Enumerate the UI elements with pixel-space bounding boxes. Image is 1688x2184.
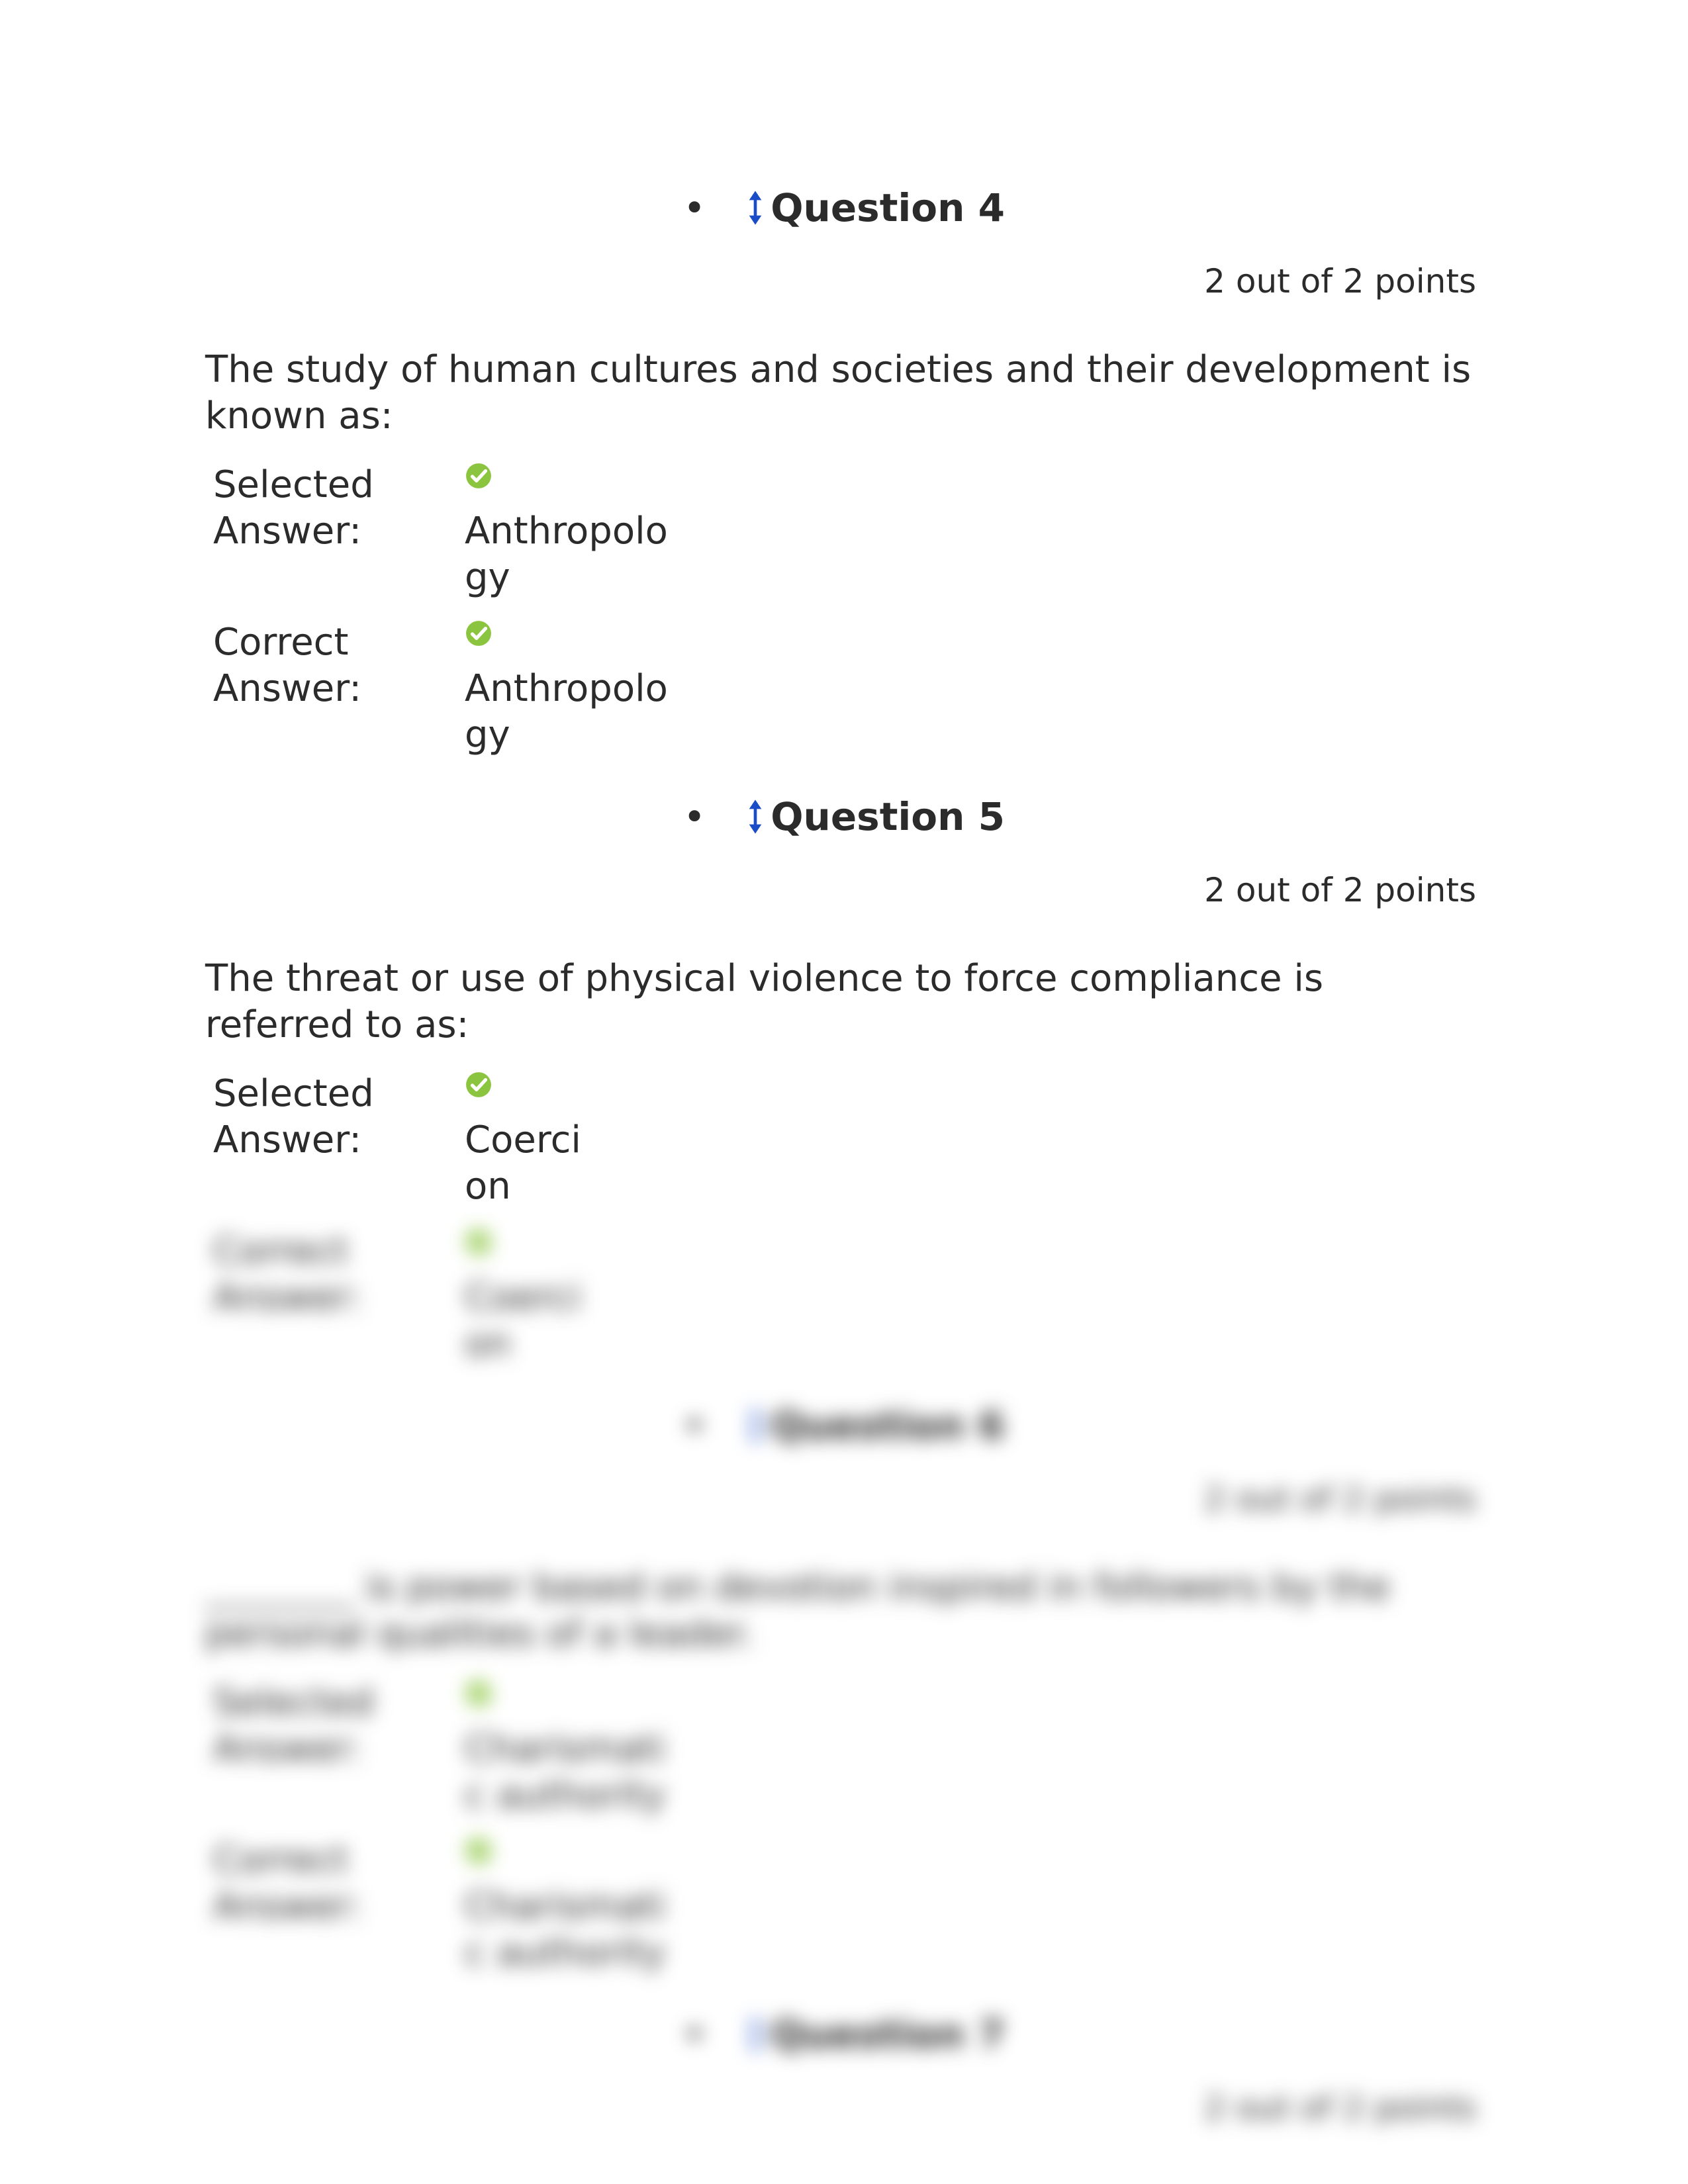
question-header: • Question 7 [205, 2012, 1483, 2057]
question-header: • Question 5 [205, 794, 1483, 839]
check-icon [465, 1228, 492, 1256]
selected-answer-row: Selected Answer: Charismatic authority [213, 1677, 670, 1835]
selected-answer-value: Anthropology [465, 459, 670, 617]
question-prompt: The threat or use of physical violence t… [205, 956, 1483, 1048]
question-title: Question 7 [771, 2012, 1005, 2057]
check-icon [465, 462, 492, 490]
sort-icon [745, 1407, 765, 1444]
check-icon [465, 1680, 492, 1707]
question-header: • Question 6 [205, 1403, 1483, 1448]
answer-text: Coercion [465, 1117, 590, 1210]
selected-answer-value: Charismatic authority [465, 1677, 670, 1835]
selected-answer-label: Selected Answer: [213, 459, 465, 617]
answer-text: Charismatic authority [465, 1726, 670, 1819]
question-prompt: The study of human cultures and societie… [205, 347, 1483, 439]
question-prompt: ________ is power based on devotion insp… [205, 1565, 1483, 1657]
question-block: • Question 4 2 out of 2 points The study… [205, 185, 1483, 774]
points-text: 2 out of 2 points [205, 1480, 1483, 1518]
correct-answer-row: Correct Answer: Anthropology [213, 617, 670, 774]
question-title: Question 4 [771, 185, 1005, 230]
check-icon [465, 1837, 492, 1865]
correct-answer-row: Correct Answer: Charismatic authority [213, 1835, 670, 1992]
points-text: 2 out of 2 points [205, 2089, 1483, 2127]
check-icon [465, 619, 492, 647]
correct-answer-row: Correct Answer: Coercion [213, 1226, 590, 1383]
answer-table: Selected Answer: Coercion Correct Answer… [213, 1068, 590, 1383]
selected-answer-label: Selected Answer: [213, 1068, 465, 1226]
points-text: 2 out of 2 points [205, 871, 1483, 909]
correct-answer-label: Correct Answer: [213, 617, 465, 774]
check-icon [465, 1071, 492, 1099]
answer-text: Anthropology [465, 666, 670, 758]
selected-answer-row: Selected Answer: Coercion [213, 1068, 590, 1226]
answer-text: Coercion [465, 1275, 590, 1367]
selected-answer-label: Selected Answer: [213, 1677, 465, 1835]
question-header: • Question 4 [205, 185, 1483, 230]
sort-icon [745, 2016, 765, 2053]
answer-table: Selected Answer: Anthropology Correct An… [213, 459, 670, 774]
selected-answer-value: Coercion [465, 1068, 590, 1226]
bullet-icon: • [683, 2015, 706, 2054]
points-text: 2 out of 2 points [205, 262, 1483, 300]
selected-answer-row: Selected Answer: Anthropology [213, 459, 670, 617]
question-title: Question 6 [771, 1403, 1005, 1448]
correct-answer-value: Coercion [465, 1226, 590, 1383]
answer-table: Selected Answer: Charismatic authority C… [213, 1677, 670, 1992]
correct-answer-label: Correct Answer: [213, 1226, 465, 1383]
question-title: Question 5 [771, 794, 1005, 839]
correct-answer-label: Correct Answer: [213, 1835, 465, 1992]
bullet-icon: • [683, 189, 706, 227]
question-block: • Question 5 2 out of 2 points The threa… [205, 794, 1483, 1383]
bullet-icon: • [683, 797, 706, 836]
quiz-page: • Question 4 2 out of 2 points The study… [0, 0, 1688, 2127]
correct-answer-value: Anthropology [465, 617, 670, 774]
bullet-icon: • [683, 1406, 706, 1445]
answer-text: Anthropology [465, 508, 670, 601]
sort-icon [745, 798, 765, 835]
correct-answer-value: Charismatic authority [465, 1835, 670, 1992]
sort-icon [745, 189, 765, 226]
question-block: • Question 6 2 out of 2 points ________ … [205, 1403, 1483, 1992]
answer-text: Charismatic authority [465, 1884, 670, 1976]
question-block: • Question 7 2 out of 2 points [205, 2012, 1483, 2127]
